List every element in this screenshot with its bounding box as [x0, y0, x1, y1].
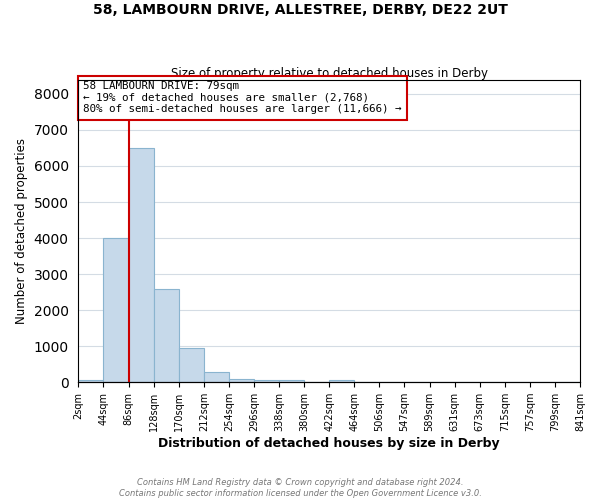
Bar	[179, 348, 204, 382]
X-axis label: Distribution of detached houses by size in Derby: Distribution of detached houses by size …	[158, 437, 500, 450]
Text: 58 LAMBOURN DRIVE: 79sqm
← 19% of detached houses are smaller (2,768)
80% of sem: 58 LAMBOURN DRIVE: 79sqm ← 19% of detach…	[83, 81, 402, 114]
Text: 58, LAMBOURN DRIVE, ALLESTREE, DERBY, DE22 2UT: 58, LAMBOURN DRIVE, ALLESTREE, DERBY, DE…	[92, 2, 508, 16]
Bar	[279, 380, 304, 382]
Bar	[79, 380, 103, 382]
Bar	[204, 372, 229, 382]
Bar	[128, 148, 154, 382]
Title: Size of property relative to detached houses in Derby: Size of property relative to detached ho…	[171, 66, 488, 80]
Bar	[229, 378, 254, 382]
Bar	[103, 238, 128, 382]
Text: Contains HM Land Registry data © Crown copyright and database right 2024.
Contai: Contains HM Land Registry data © Crown c…	[119, 478, 481, 498]
Bar	[154, 288, 179, 382]
Y-axis label: Number of detached properties: Number of detached properties	[15, 138, 28, 324]
Bar	[254, 380, 279, 382]
Bar	[329, 380, 354, 382]
